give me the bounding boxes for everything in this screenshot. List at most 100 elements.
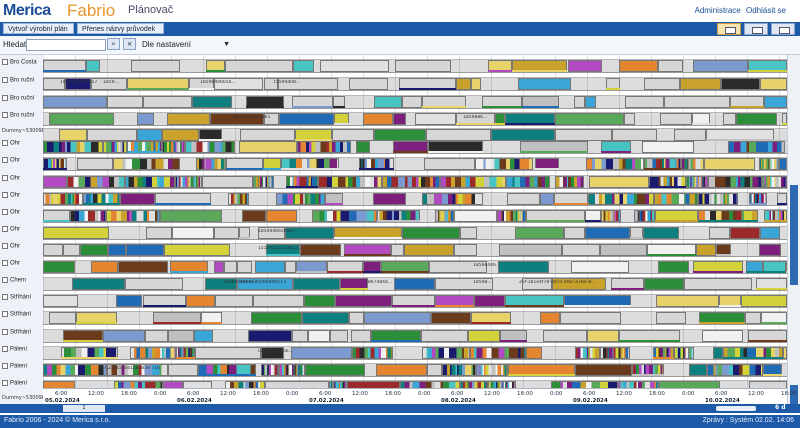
job-block[interactable]	[228, 193, 249, 205]
job-block[interactable]	[551, 381, 618, 388]
job-block[interactable]	[214, 78, 263, 90]
job-block[interactable]	[225, 381, 265, 388]
expand-toggle-icon[interactable]	[2, 157, 8, 163]
job-block[interactable]	[86, 60, 100, 72]
job-block[interactable]	[471, 78, 481, 90]
job-block[interactable]	[475, 158, 533, 170]
job-block[interactable]	[644, 78, 680, 90]
job-block[interactable]	[460, 227, 477, 239]
job-block[interactable]	[456, 78, 471, 90]
job-block[interactable]	[248, 330, 292, 342]
job-block[interactable]	[468, 330, 500, 342]
job-block[interactable]	[555, 113, 624, 125]
job-block[interactable]	[131, 60, 180, 72]
job-block[interactable]	[741, 295, 787, 307]
job-block[interactable]	[402, 227, 460, 239]
job-block[interactable]	[435, 278, 493, 290]
job-block[interactable]	[764, 96, 787, 108]
job-block[interactable]	[145, 330, 168, 342]
job-block[interactable]	[476, 364, 508, 376]
job-block[interactable]	[202, 176, 253, 188]
administration-link[interactable]: Administrace	[694, 6, 741, 15]
job-block[interactable]	[164, 244, 230, 256]
vertical-scroll-thumb[interactable]	[790, 185, 798, 285]
job-block[interactable]	[126, 244, 164, 256]
resource-row-label[interactable]: Dummy~53009E~0	[2, 395, 53, 401]
job-block[interactable]	[240, 129, 295, 141]
job-block[interactable]	[63, 244, 80, 256]
job-block[interactable]	[708, 176, 762, 188]
job-block[interactable]	[728, 141, 785, 153]
job-block[interactable]	[43, 261, 75, 273]
job-block[interactable]	[656, 312, 686, 324]
job-block[interactable]	[349, 312, 364, 324]
job-block[interactable]	[374, 96, 402, 108]
job-block[interactable]	[43, 364, 107, 376]
resource-row-label[interactable]: Stříhání	[2, 329, 31, 336]
job-block[interactable]	[698, 193, 738, 205]
table-view-button[interactable]	[744, 23, 768, 35]
job-block[interactable]	[470, 347, 526, 359]
job-block[interactable]	[618, 381, 659, 388]
job-block[interactable]	[318, 176, 382, 188]
job-block[interactable]	[237, 278, 293, 290]
job-block[interactable]	[167, 113, 210, 125]
job-block[interactable]	[195, 347, 261, 359]
job-block[interactable]	[261, 347, 284, 359]
job-block[interactable]	[278, 78, 338, 90]
job-block[interactable]	[300, 244, 341, 256]
job-block[interactable]	[404, 244, 454, 256]
resource-row-label[interactable]: Ohr	[2, 140, 20, 147]
job-block[interactable]	[253, 176, 274, 188]
job-block[interactable]	[540, 193, 554, 205]
job-block[interactable]	[106, 210, 160, 222]
job-block[interactable]	[393, 113, 406, 125]
resource-row-label[interactable]: Ohr	[2, 209, 20, 216]
job-block[interactable]	[43, 176, 67, 188]
job-block[interactable]	[619, 60, 658, 72]
job-block[interactable]	[210, 113, 264, 125]
job-block[interactable]	[759, 244, 781, 256]
job-block[interactable]	[118, 261, 168, 273]
job-block[interactable]	[374, 129, 426, 141]
job-block[interactable]	[352, 347, 393, 359]
job-block[interactable]	[293, 60, 314, 72]
job-block[interactable]	[391, 244, 404, 256]
job-block[interactable]	[125, 278, 183, 290]
job-block[interactable]	[704, 158, 755, 170]
job-block[interactable]	[422, 347, 470, 359]
job-block[interactable]	[674, 129, 706, 141]
job-block[interactable]	[224, 261, 237, 273]
job-block[interactable]	[196, 158, 226, 170]
job-block[interactable]	[305, 364, 365, 376]
job-block[interactable]	[589, 176, 649, 188]
job-block[interactable]	[297, 141, 351, 153]
job-block[interactable]	[658, 60, 683, 72]
expand-toggle-icon[interactable]	[2, 294, 8, 300]
job-block[interactable]	[363, 113, 393, 125]
job-block[interactable]	[308, 330, 330, 342]
job-block[interactable]	[395, 60, 451, 72]
job-block[interactable]	[600, 347, 630, 359]
job-block[interactable]	[77, 158, 113, 170]
job-block[interactable]	[291, 347, 352, 359]
job-block[interactable]	[681, 158, 704, 170]
job-block[interactable]	[497, 210, 526, 222]
job-block[interactable]	[168, 364, 198, 376]
job-block[interactable]	[266, 210, 297, 222]
job-block[interactable]	[696, 244, 716, 256]
job-block[interactable]	[474, 295, 505, 307]
job-block[interactable]	[276, 193, 325, 205]
job-block[interactable]	[707, 364, 763, 376]
job-block[interactable]	[543, 330, 587, 342]
job-block[interactable]	[59, 129, 87, 141]
job-block[interactable]	[736, 113, 777, 125]
job-block[interactable]	[402, 96, 422, 108]
job-block[interactable]	[659, 381, 720, 388]
resource-row-label[interactable]: Dummy~53009E~0	[2, 128, 53, 134]
job-block[interactable]	[745, 312, 761, 324]
job-block[interactable]	[186, 295, 215, 307]
job-block[interactable]	[72, 278, 125, 290]
job-block[interactable]	[394, 278, 435, 290]
job-block[interactable]	[749, 381, 787, 388]
